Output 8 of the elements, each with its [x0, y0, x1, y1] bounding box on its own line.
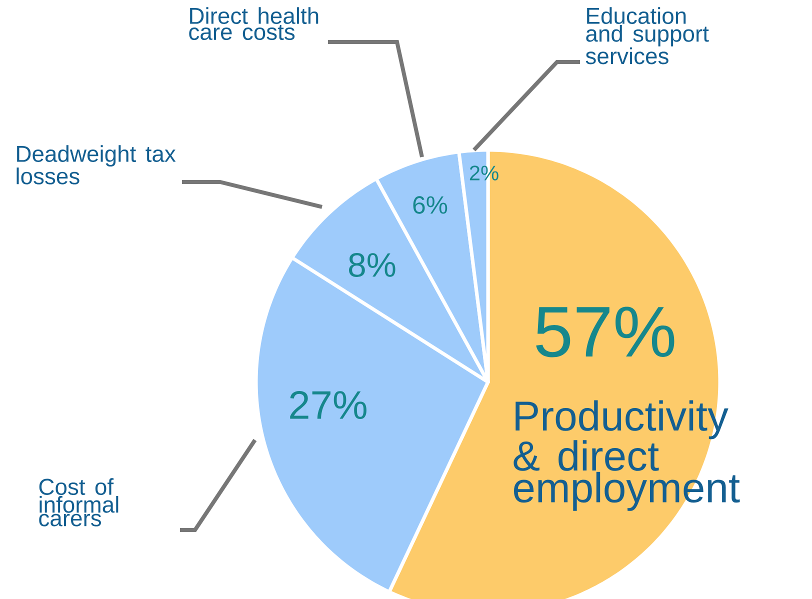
data-label: 57% — [536, 306, 674, 358]
data-label: 27% — [290, 390, 366, 420]
data-label: 6% — [413, 196, 448, 214]
slice-label: Deadweight tax losses — [16, 145, 176, 184]
slice-label: Education and support services — [586, 7, 709, 64]
slice-label: Cost of informal carers — [39, 478, 118, 526]
data-label: 8% — [348, 253, 396, 277]
slice-label: Direct health care costs — [189, 7, 318, 40]
